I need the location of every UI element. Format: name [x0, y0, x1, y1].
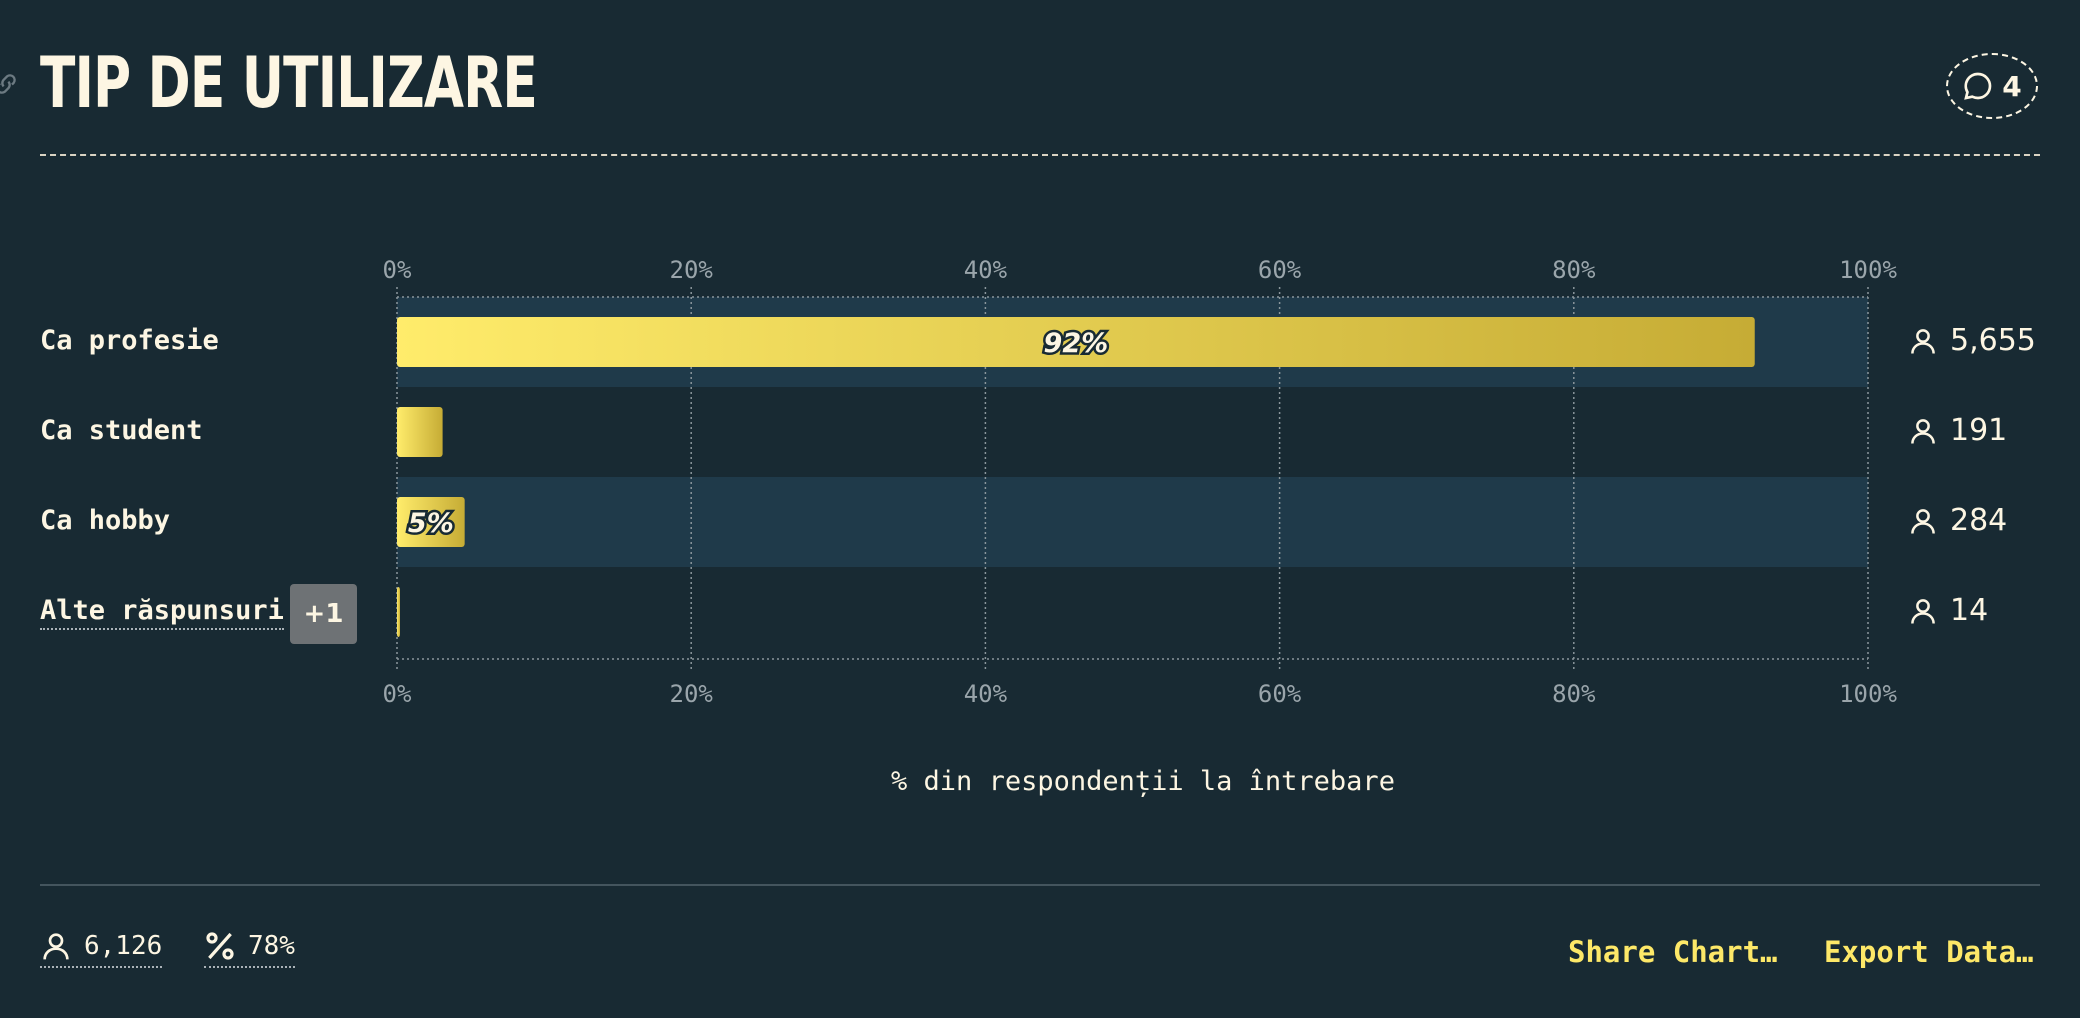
x-tick-label-bottom: 20% [670, 680, 714, 708]
bar[interactable] [397, 587, 400, 637]
respondent-count-value: 191 [1950, 413, 2008, 448]
x-tick-label-top: 80% [1552, 256, 1596, 284]
other-answers-expand-badge[interactable]: +1 [290, 584, 357, 644]
category-label: Ca hobby [40, 505, 171, 536]
header-divider [40, 154, 2040, 156]
x-tick-label-top: 60% [1258, 256, 1302, 284]
x-tick-label-top: 40% [964, 256, 1008, 284]
user-icon [1911, 328, 1935, 354]
bar[interactable] [397, 497, 465, 547]
comment-count: 4 [2002, 69, 2022, 103]
bar[interactable] [397, 407, 443, 457]
bar-data-label: 5% [408, 508, 454, 539]
user-icon [1911, 598, 1935, 624]
x-tick-label-bottom: 40% [964, 680, 1008, 708]
response-rate-value: 78% [248, 931, 295, 961]
total-respondents[interactable]: 6,126 [40, 930, 163, 968]
export-data-button[interactable]: Export Data… [1824, 935, 2034, 969]
link-icon[interactable] [0, 70, 20, 98]
x-tick-label-bottom: 60% [1258, 680, 1302, 708]
x-tick-label-top: 0% [383, 256, 412, 284]
x-tick-label-top: 100% [1839, 256, 1897, 284]
user-icon [1911, 418, 1935, 444]
respondent-count: 284 [1908, 503, 2007, 538]
bar[interactable] [397, 317, 1755, 367]
footer-divider [40, 884, 2040, 886]
x-tick-label-top: 20% [670, 256, 714, 284]
comment-icon [1964, 72, 1992, 100]
category-label: Ca profesie [40, 325, 219, 356]
bar-data-label: 92% [1044, 328, 1109, 359]
respondent-count: 14 [1908, 593, 1988, 628]
page-title: TIP DE UTILIZARE [40, 42, 538, 124]
user-icon [43, 933, 69, 960]
respondent-count-value: 5,655 [1950, 323, 2036, 358]
comments-button[interactable]: 4 [1946, 53, 2038, 119]
x-tick-label-bottom: 80% [1552, 680, 1596, 708]
share-chart-button[interactable]: Share Chart… [1568, 935, 1778, 969]
respondent-count-value: 14 [1950, 593, 1989, 628]
x-tick-label-bottom: 0% [383, 680, 412, 708]
x-axis-title: % din respondenții la întrebare [891, 766, 1395, 797]
x-tick-label-bottom: 100% [1839, 680, 1897, 708]
respondent-count: 191 [1908, 413, 2007, 448]
respondent-count-value: 284 [1950, 503, 2008, 538]
user-icon [1911, 508, 1935, 534]
row-highlight [397, 477, 1868, 567]
response-rate[interactable]: 78% [204, 930, 295, 968]
total-respondents-value: 6,126 [84, 931, 163, 961]
respondent-count: 5,655 [1908, 323, 2036, 358]
category-label[interactable]: Alte răspunsuri [40, 594, 284, 630]
percent-icon [206, 932, 234, 960]
category-label: Ca student [40, 415, 203, 446]
